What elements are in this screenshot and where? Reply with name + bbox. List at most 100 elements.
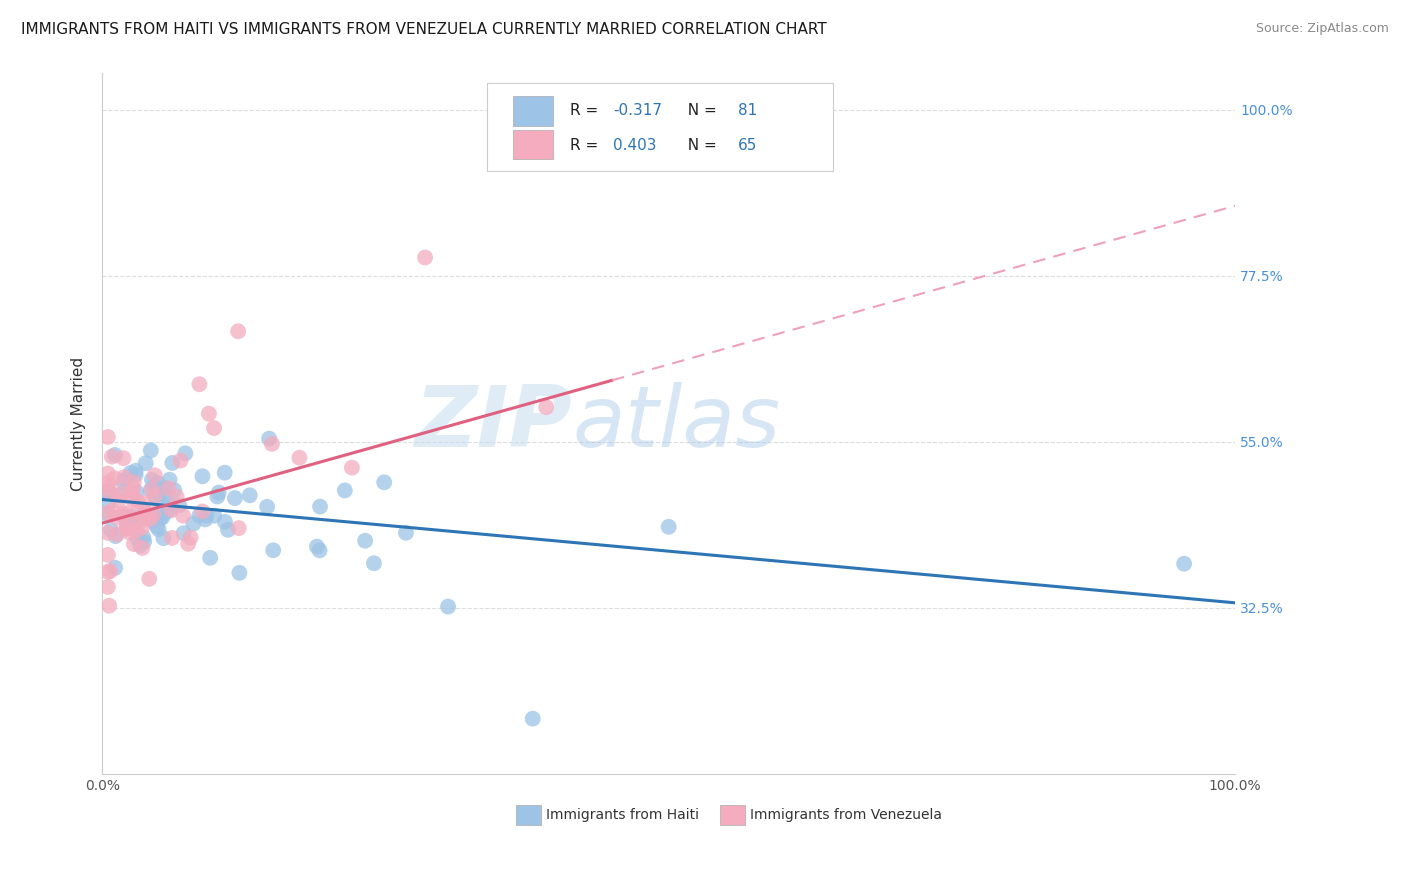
Text: N =: N = [678, 138, 721, 153]
Point [188, 508, 211, 523]
Point [228, 521, 250, 535]
Point [131, 511, 153, 525]
Point [128, 516, 150, 530]
Point [122, 537, 145, 551]
Point [97, 467, 120, 481]
Point [143, 478, 166, 492]
Point [224, 491, 246, 505]
Point [141, 473, 163, 487]
Point [125, 485, 148, 500]
Point [115, 522, 138, 536]
Point [150, 511, 173, 525]
Point [226, 324, 249, 338]
Point [146, 476, 169, 491]
Point [98, 485, 121, 500]
Point [214, 515, 236, 529]
Point [217, 523, 239, 537]
Point [395, 525, 418, 540]
Point [134, 509, 156, 524]
Point [157, 481, 180, 495]
Point [198, 550, 221, 565]
Point [195, 508, 218, 523]
Point [105, 527, 128, 541]
Point [139, 483, 162, 498]
Point [115, 506, 138, 520]
Point [100, 523, 122, 537]
Point [534, 400, 557, 414]
Point [174, 446, 197, 460]
Point [97, 508, 120, 522]
Text: Source: ZipAtlas.com: Source: ZipAtlas.com [1256, 22, 1389, 36]
Point [1173, 557, 1195, 571]
Point [97, 484, 120, 499]
Point [97, 525, 120, 540]
Point [148, 487, 170, 501]
Point [115, 472, 138, 486]
Point [115, 518, 138, 533]
Point [97, 580, 120, 594]
Point [239, 488, 262, 502]
Point [111, 475, 134, 489]
Point [134, 534, 156, 549]
Point [121, 509, 143, 524]
Point [228, 566, 250, 580]
Point [97, 565, 120, 579]
Point [177, 537, 200, 551]
Point [522, 712, 544, 726]
Point [148, 522, 170, 536]
Point [122, 516, 145, 530]
Point [135, 506, 157, 520]
Point [340, 460, 363, 475]
Point [198, 407, 221, 421]
Point [202, 508, 225, 523]
Point [142, 514, 165, 528]
Y-axis label: Currently Married: Currently Married [72, 357, 86, 491]
Point [134, 506, 156, 520]
Point [173, 526, 195, 541]
Point [437, 599, 460, 614]
Point [139, 443, 162, 458]
Point [125, 524, 148, 538]
Point [146, 519, 169, 533]
Point [149, 507, 172, 521]
Bar [513, 129, 553, 159]
Point [166, 490, 188, 504]
Point [191, 469, 214, 483]
FancyBboxPatch shape [488, 84, 832, 171]
Text: R =: R = [569, 138, 603, 153]
Point [131, 521, 153, 535]
Bar [516, 805, 541, 824]
Point [153, 481, 176, 495]
Point [98, 599, 121, 613]
Point [121, 487, 143, 501]
Point [333, 483, 356, 498]
Point [172, 508, 194, 523]
Point [110, 488, 132, 502]
Point [162, 456, 184, 470]
Point [104, 529, 127, 543]
Point [112, 509, 135, 524]
Point [214, 466, 236, 480]
Point [131, 541, 153, 555]
Point [163, 483, 186, 498]
Point [97, 496, 120, 510]
Text: -0.317: -0.317 [613, 103, 662, 119]
Point [208, 485, 231, 500]
Point [159, 473, 181, 487]
Point [104, 448, 127, 462]
Point [143, 489, 166, 503]
Point [118, 525, 141, 540]
Text: Immigrants from Venezuela: Immigrants from Venezuela [751, 807, 942, 822]
Point [183, 516, 205, 531]
Point [127, 506, 149, 520]
Point [160, 531, 183, 545]
Point [257, 432, 280, 446]
Point [115, 522, 138, 536]
Text: IMMIGRANTS FROM HAITI VS IMMIGRANTS FROM VENEZUELA CURRENTLY MARRIED CORRELATION: IMMIGRANTS FROM HAITI VS IMMIGRANTS FROM… [21, 22, 827, 37]
Point [180, 531, 202, 545]
Point [98, 486, 121, 500]
Point [413, 251, 436, 265]
Text: 81: 81 [738, 103, 756, 119]
Point [202, 421, 225, 435]
Point [305, 540, 328, 554]
